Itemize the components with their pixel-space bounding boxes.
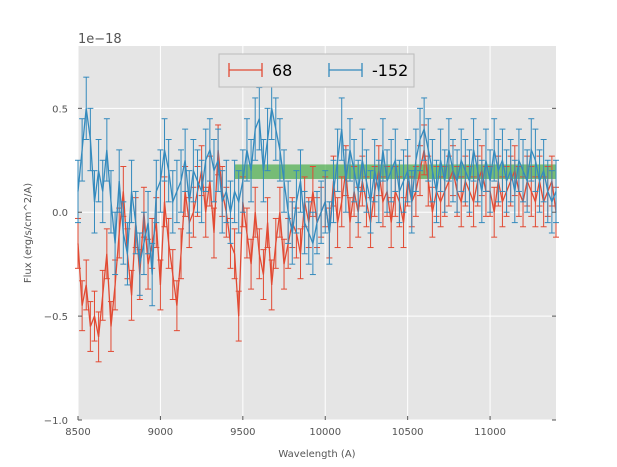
x-tick-label: 8500 xyxy=(65,427,90,438)
x-tick-label: 11000 xyxy=(474,427,506,438)
x-tick-label: 10500 xyxy=(392,427,424,438)
series-layer xyxy=(75,76,559,363)
tick-layer: 8500 9000 9500 10000 10500 11000 −1.0 −0.5 0.0 0.… xyxy=(44,104,556,438)
legend-label-152: -152 xyxy=(372,61,408,80)
x-axis-label: Wavelength (A) xyxy=(278,449,355,460)
y-axis-label: Flux (erg/s/cm^2/A) xyxy=(23,183,34,283)
legend-label-68: 68 xyxy=(272,61,292,80)
y-tick-label: 0.0 xyxy=(52,208,68,219)
legend-item-152: -152 xyxy=(328,61,408,80)
offset-label: 1e−18 xyxy=(78,32,122,47)
y-tick-label: 0.5 xyxy=(52,104,68,115)
legend-item-68: 68 xyxy=(228,61,292,80)
x-tick-label: 9000 xyxy=(148,427,173,438)
x-tick-label: 9500 xyxy=(230,427,255,438)
x-tick-label: 10000 xyxy=(309,427,341,438)
series-line--152 xyxy=(77,108,557,275)
legend: 68 -152 xyxy=(218,53,415,88)
y-tick-label: −0.5 xyxy=(44,312,68,323)
series--152 xyxy=(75,76,559,307)
y-tick-label: −1.0 xyxy=(44,416,68,427)
